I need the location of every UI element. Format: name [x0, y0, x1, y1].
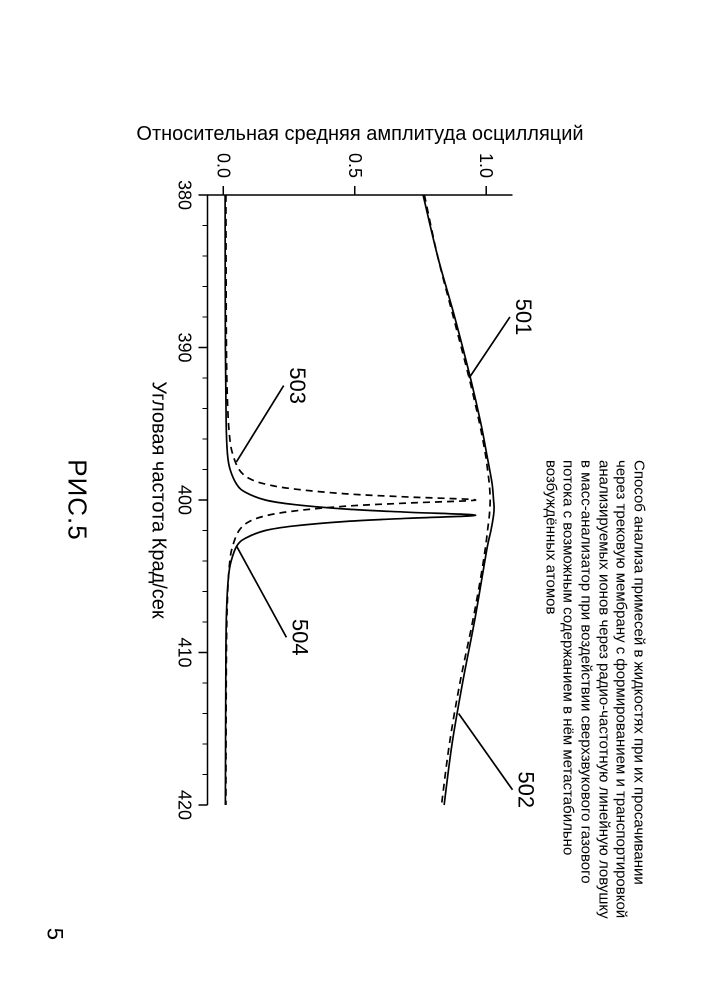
leader-503 — [236, 386, 283, 462]
callout-502: 502 — [513, 771, 538, 808]
chart: 380 390 400 410 420 0.0 0.5 1.0 Угловая частота … — [0, 0, 707, 1000]
curve-504 — [225, 195, 476, 805]
y-tick-label: 0.0 — [213, 153, 233, 178]
x-tick-label: 380 — [174, 180, 194, 210]
x-tick-label: 400 — [174, 485, 194, 515]
leader-501 — [469, 317, 510, 378]
curve-502 — [423, 195, 494, 805]
callout-501: 501 — [510, 299, 535, 336]
y-tick-label: 0.5 — [344, 153, 364, 178]
landscape-frame: Способ анализа примесей в жидкостях при … — [0, 0, 707, 1000]
x-tick-label: 390 — [174, 332, 194, 362]
leader-502 — [458, 714, 512, 790]
x-tick-label: 410 — [174, 637, 194, 667]
y-axis-title: Относительная средняя амплитуда осцилляц… — [136, 123, 583, 145]
page: Способ анализа примесей в жидкостях при … — [0, 0, 707, 1000]
x-tick-label: 420 — [174, 790, 194, 820]
y-tick-label: 1.0 — [476, 153, 496, 178]
leader-504 — [236, 546, 286, 638]
x-axis-title: Угловая частота Крад/сек — [147, 381, 169, 619]
content-area: Способ анализа примесей в жидкостях при … — [0, 0, 707, 1000]
callout-504: 504 — [287, 619, 312, 656]
callout-503: 503 — [284, 367, 309, 404]
